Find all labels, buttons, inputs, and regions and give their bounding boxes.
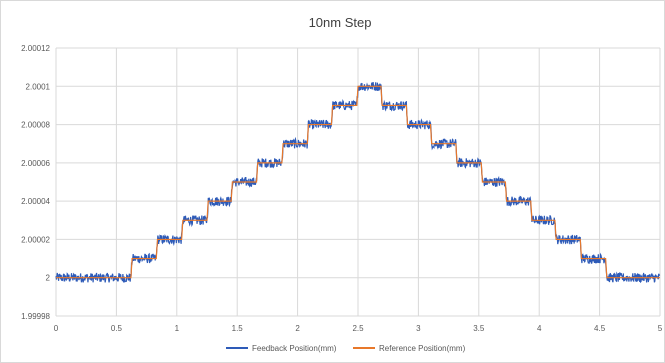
y-tick-label: 1.99998 <box>21 312 50 321</box>
y-tick-label: 2.00006 <box>21 159 50 168</box>
y-tick-label: 2.00012 <box>21 44 50 53</box>
y-tick-label: 2.00008 <box>21 121 50 130</box>
x-tick-label: 4.5 <box>594 324 606 333</box>
legend: Feedback Position(mm) Reference Position… <box>226 344 466 353</box>
x-tick-label: 2.5 <box>352 324 364 333</box>
x-tick-label: 0.5 <box>111 324 123 333</box>
x-tick-label: 1.5 <box>232 324 244 333</box>
y-tick-label: 2 <box>46 274 51 283</box>
x-tick-label: 3.5 <box>473 324 485 333</box>
chart-title: 10nm Step <box>309 15 372 30</box>
x-tick-label: 2 <box>295 324 300 333</box>
x-tick-label: 4 <box>537 324 542 333</box>
gridlines <box>55 47 661 317</box>
y-tick-label: 2.00002 <box>21 235 50 244</box>
series-reference-position-line <box>56 85 660 279</box>
series-layer <box>55 82 661 284</box>
y-tick-label: 2.00004 <box>21 197 50 206</box>
legend-label-feedback: Feedback Position(mm) <box>252 344 337 353</box>
x-tick-label: 5 <box>658 324 663 333</box>
legend-label-reference: Reference Position(mm) <box>379 344 466 353</box>
x-tick-label: 3 <box>416 324 421 333</box>
y-tick-label: 2.0001 <box>26 82 51 91</box>
x-tick-label: 1 <box>175 324 180 333</box>
x-tick-label: 0 <box>54 324 59 333</box>
axes: 1.99998 2 2.00002 2.00004 2.00006 2.00008 2.00… <box>21 44 663 333</box>
